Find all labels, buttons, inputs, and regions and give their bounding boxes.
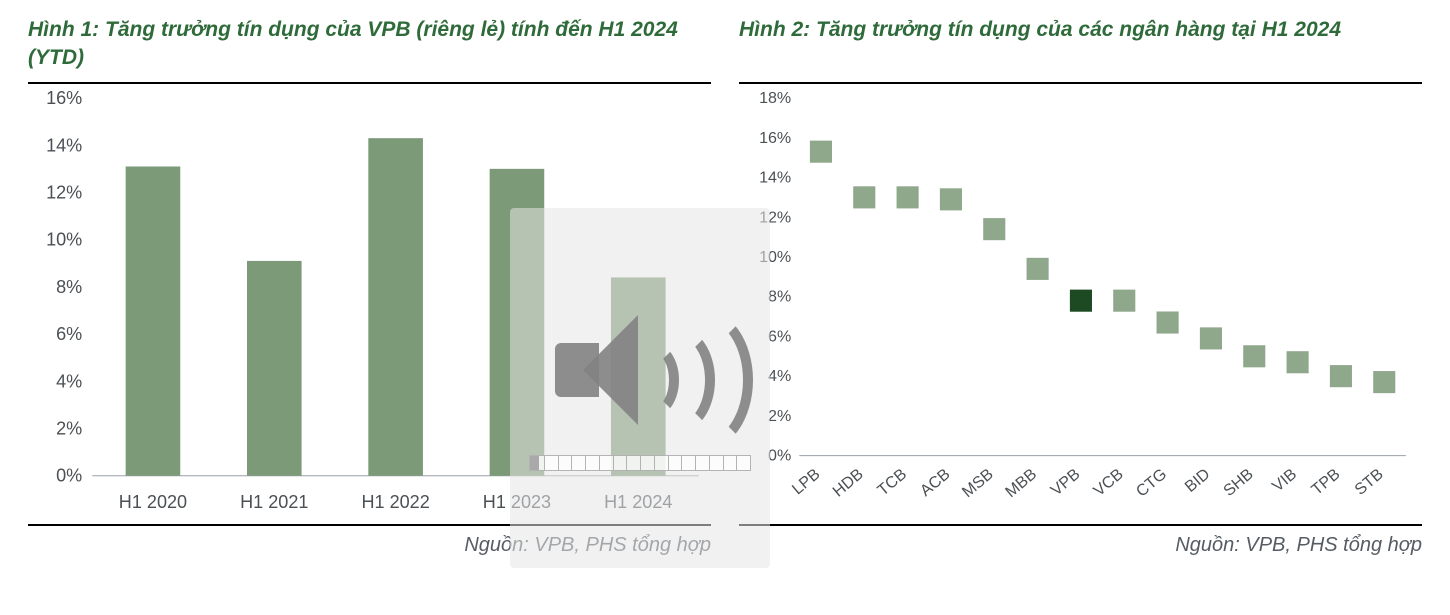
chart2-svg: 0% 2% 4% 6% 8% 10% 12% 14% 16% 18% LPBHDBTCBACBMSB…: [739, 88, 1422, 520]
chart2-marker: [1113, 290, 1135, 312]
chart1-panel: Hình 1: Tăng trưởng tín dụng của VPB (ri…: [28, 16, 711, 615]
chart2-ytick-label: 4%: [768, 367, 791, 385]
chart2-xtick-label: MSB: [959, 465, 997, 501]
chart2-panel: Hình 2: Tăng trưởng tín dụng của các ngâ…: [739, 16, 1422, 615]
chart1-xtick-label: H1 2020: [119, 492, 187, 512]
chart2-xtick-label: CTG: [1133, 465, 1171, 501]
chart2-title: Hình 2: Tăng trưởng tín dụng của các ngâ…: [739, 16, 1422, 76]
chart1-ytick-label: 8%: [56, 277, 82, 297]
volume-tick: [736, 456, 737, 470]
chart2-xtick-label: TCB: [874, 465, 910, 499]
chart2-frame: 0% 2% 4% 6% 8% 10% 12% 14% 16% 18% LPBHDBTCBACBMSB…: [739, 82, 1422, 526]
chart2-ytick-label: 16%: [759, 129, 791, 147]
chart2-marker: [1243, 345, 1265, 367]
chart2-marker: [897, 186, 919, 208]
chart2-source: Nguồn: VPB, PHS tổng hợp: [739, 534, 1422, 557]
chart1-bar: [126, 166, 181, 475]
chart2-marker: [1157, 311, 1179, 333]
chart2-marker: [1330, 365, 1352, 387]
chart2-xtick-label: SHB: [1220, 465, 1257, 500]
chart2-xtick-label: HDB: [829, 465, 867, 501]
chart2-marker: [810, 141, 832, 163]
chart1-source: Nguồn: VPB, PHS tổng hợp: [28, 534, 711, 557]
chart2-ytick-label: 8%: [768, 288, 791, 306]
chart2-marker: [983, 218, 1005, 240]
chart1-bar: [611, 277, 666, 475]
chart1-ytick-label: 4%: [56, 371, 82, 391]
chart2-ytick-label: 2%: [768, 407, 791, 425]
chart1-ytick-label: 2%: [56, 419, 82, 439]
chart2-xtick-label: TPB: [1308, 465, 1344, 499]
chart1-title: Hình 1: Tăng trưởng tín dụng của VPB (ri…: [28, 16, 711, 76]
chart2-ytick-label: 14%: [759, 169, 791, 187]
chart1-ytick-label: 0%: [56, 466, 82, 486]
chart2-xtick-label: VCB: [1090, 465, 1127, 500]
chart2-ytick-label: 18%: [759, 89, 791, 107]
chart1-ytick-label: 6%: [56, 324, 82, 344]
chart1-ytick-label: 14%: [46, 135, 82, 155]
chart2-xtick-label: VIB: [1269, 465, 1300, 495]
chart2-marker: [1287, 351, 1309, 373]
chart1-ytick-label: 10%: [46, 230, 82, 250]
chart2-xtick-label: LPB: [789, 465, 824, 498]
chart2-xtick-label: MBB: [1002, 465, 1040, 501]
chart2-marker: [940, 188, 962, 210]
chart2-marker: [1373, 371, 1395, 393]
chart1-bar: [490, 169, 545, 476]
chart1-ytick-label: 12%: [46, 182, 82, 202]
chart1-frame: 0% 2% 4% 6% 8% 10% 12% 14% 16% H1 2020 H1 2021 H1 2…: [28, 82, 711, 526]
volume-tick: [723, 456, 724, 470]
chart2-ytick-label: 0%: [768, 447, 791, 465]
chart2-ytick-label: 6%: [768, 327, 791, 345]
chart2-xtick-label: ACB: [917, 465, 954, 500]
chart2-xtick-label: VPB: [1047, 465, 1083, 499]
chart1-bar: [247, 261, 302, 476]
chart1-xtick-label: H1 2024: [604, 492, 672, 512]
chart2-xtick-label: STB: [1351, 465, 1387, 499]
chart2-marker: [1200, 327, 1222, 349]
chart2-marker: [853, 186, 875, 208]
chart1-xtick-label: H1 2023: [483, 492, 551, 512]
chart1-svg: 0% 2% 4% 6% 8% 10% 12% 14% 16% H1 2020 H1 2021 H1 2…: [28, 88, 711, 520]
chart2-marker-highlight: [1070, 290, 1092, 312]
chart2-xtick-label: BID: [1181, 465, 1213, 496]
chart1-xtick-label: H1 2021: [240, 492, 308, 512]
chart2-marker: [1027, 258, 1049, 280]
chart2-ytick-label: 10%: [759, 248, 791, 266]
chart2-ytick-label: 12%: [759, 208, 791, 226]
chart1-ytick-label: 16%: [46, 88, 82, 108]
chart1-xtick-label: H1 2022: [361, 492, 429, 512]
chart1-bar: [368, 138, 423, 476]
page: Hình 1: Tăng trưởng tín dụng của VPB (ri…: [0, 0, 1450, 615]
